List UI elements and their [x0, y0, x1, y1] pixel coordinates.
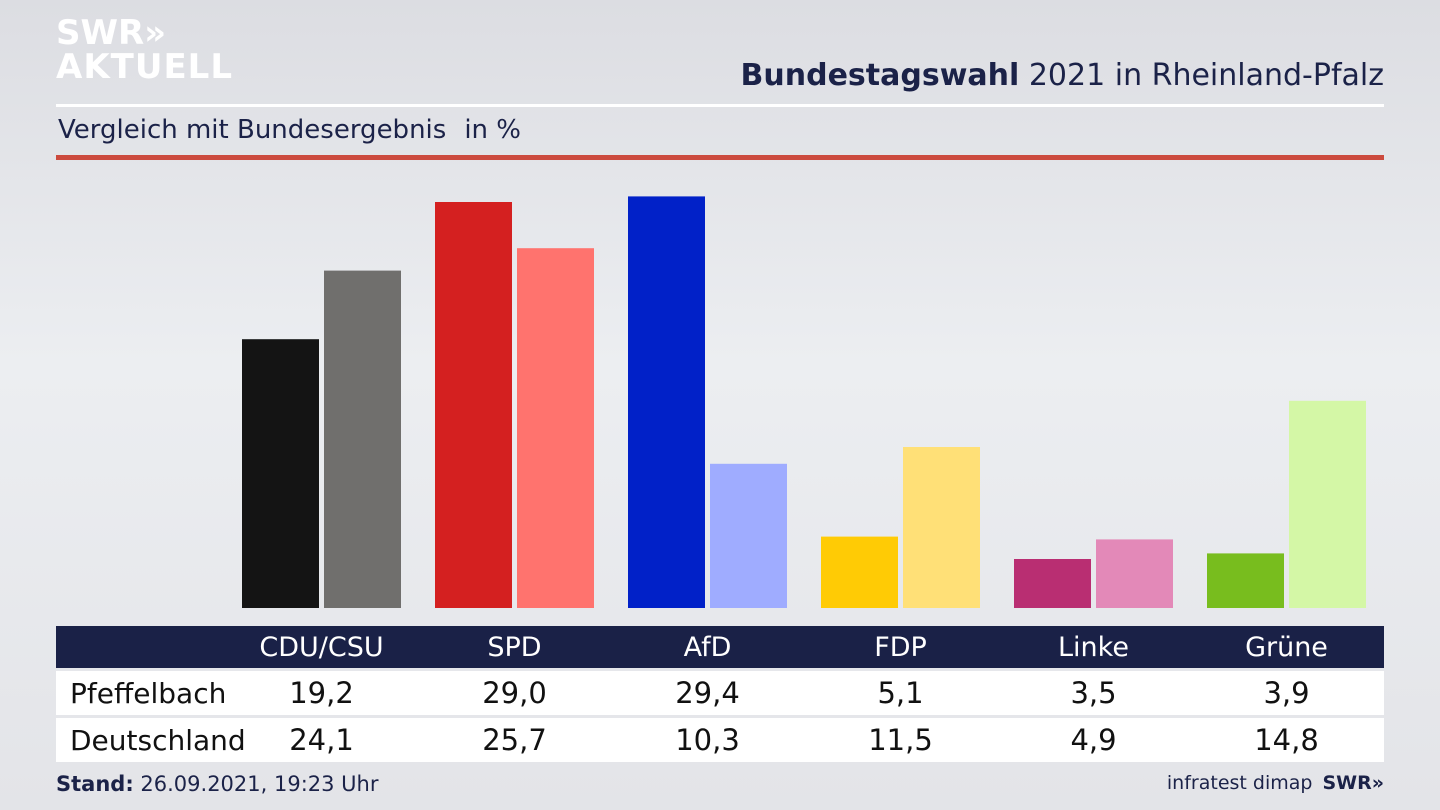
table-row-pfeffelbach: Pfeffelbach 19,2 29,0 29,4 5,1 3,5 3,9: [56, 671, 1384, 715]
bar-spd-pfeffelbach: [435, 202, 512, 608]
stand-value: 26.09.2021, 19:23 Uhr: [133, 772, 379, 796]
value-cdu-csu-deutschland: 24,1: [289, 723, 354, 757]
logo-line-aktuell: AKTUELL: [56, 47, 234, 87]
bar-cdu-csu-pfeffelbach: [242, 339, 319, 608]
category-label-linke: Linke: [1058, 631, 1129, 663]
page-title: Bundestagswahl 2021 in Rheinland-Pfalz: [741, 58, 1384, 93]
subtitle: Vergleich mit Bundesergebnis in %: [58, 115, 521, 145]
bar-fdp-deutschland: [903, 447, 980, 608]
title-bold: Bundestagswahl: [740, 58, 1020, 93]
value-linke-deutschland: 4,9: [1070, 723, 1117, 757]
category-label-gr-ne: Grüne: [1245, 631, 1328, 663]
category-label-spd: SPD: [487, 631, 542, 663]
timestamp: Stand: 26.09.2021, 19:23 Uhr: [56, 772, 379, 796]
results-table: CDU/CSU SPD AfD FDP Linke Grüne Pfeffelbach 1…: [56, 626, 1384, 762]
value-afd-pfeffelbach: 29,4: [675, 676, 740, 710]
bar-afd-pfeffelbach: [628, 196, 705, 608]
source-credit: infratest dimap SWR»: [1167, 772, 1384, 794]
value-spd-pfeffelbach: 29,0: [482, 676, 547, 710]
value-spd-deutschland: 25,7: [482, 723, 547, 757]
swr-brand-mark: SWR»: [1322, 772, 1384, 794]
category-label-afd: AfD: [683, 631, 732, 663]
bar-gr-ne-pfeffelbach: [1207, 553, 1284, 608]
bar-linke-pfeffelbach: [1014, 559, 1091, 608]
value-fdp-deutschland: 11,5: [868, 723, 933, 757]
table-header-row: CDU/CSU SPD AfD FDP Linke Grüne: [56, 626, 1384, 668]
bar-linke-deutschland: [1096, 539, 1173, 608]
value-linke-pfeffelbach: 3,5: [1070, 676, 1117, 710]
title-rest: 2021 in Rheinland-Pfalz: [1019, 58, 1384, 93]
value-fdp-pfeffelbach: 5,1: [877, 676, 924, 710]
value-gr-ne-pfeffelbach: 3,9: [1263, 676, 1310, 710]
value-afd-deutschland: 10,3: [675, 723, 740, 757]
bar-spd-deutschland: [517, 248, 594, 608]
category-label-fdp: FDP: [874, 631, 927, 663]
bar-gr-ne-deutschland: [1289, 400, 1366, 608]
logo-line-swr: SWR»: [56, 13, 167, 53]
category-label-cdu-csu: CDU/CSU: [259, 631, 384, 663]
bar-fdp-pfeffelbach: [821, 536, 898, 608]
divider-red: [56, 155, 1384, 160]
source-label: infratest dimap: [1166, 772, 1313, 794]
row-label-pfeffelbach: Pfeffelbach: [70, 676, 227, 710]
stand-label: Stand:: [56, 772, 134, 796]
table-row-deutschland: Deutschland 24,1 25,7 10,3 11,5 4,9 14,8: [56, 718, 1384, 762]
bar-chart: [242, 196, 1366, 608]
bar-afd-deutschland: [710, 463, 787, 608]
bar-cdu-csu-deutschland: [324, 270, 401, 608]
swr-aktuell-logo: SWR» AKTUELL: [56, 16, 233, 84]
value-cdu-csu-pfeffelbach: 19,2: [289, 676, 354, 710]
divider-white: [56, 104, 1384, 107]
row-label-deutschland: Deutschland: [70, 723, 246, 757]
subtitle-unit: in %: [464, 115, 521, 145]
subtitle-text: Vergleich mit Bundesergebnis: [58, 115, 447, 145]
value-gr-ne-deutschland: 14,8: [1254, 723, 1319, 757]
